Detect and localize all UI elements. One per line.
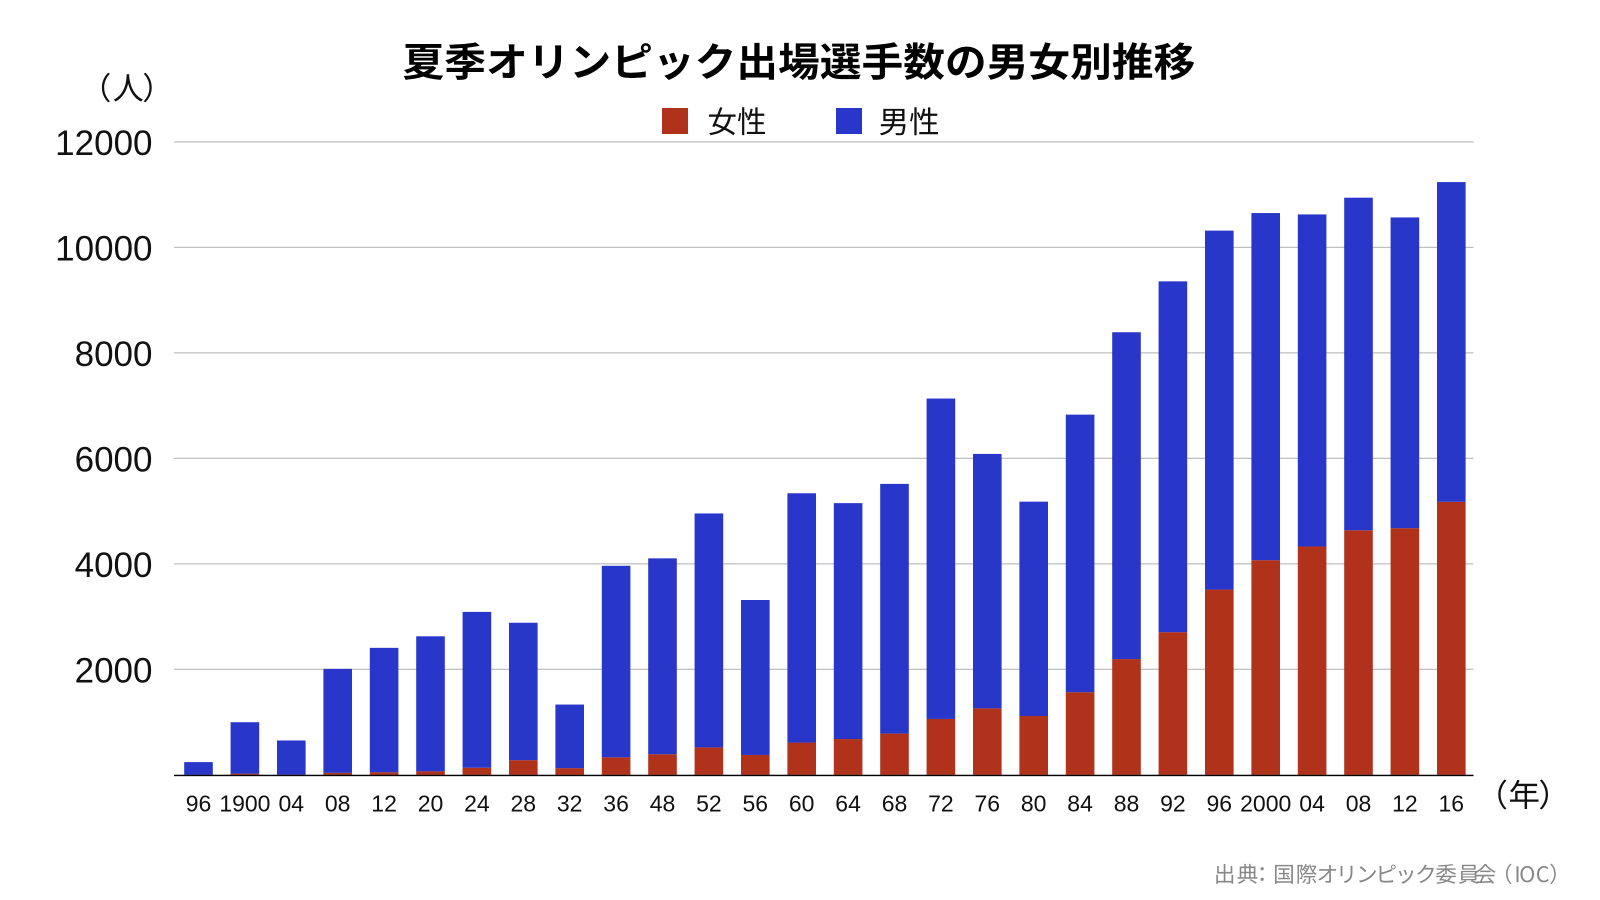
svg-text:64: 64 <box>835 790 861 816</box>
svg-text:2000: 2000 <box>1240 790 1291 816</box>
svg-text:08: 08 <box>1346 790 1372 816</box>
svg-text:6000: 6000 <box>75 441 153 480</box>
svg-text:8000: 8000 <box>75 335 153 374</box>
svg-text:36: 36 <box>603 790 629 816</box>
svg-text:08: 08 <box>325 790 351 816</box>
svg-text:48: 48 <box>650 790 676 816</box>
svg-text:24: 24 <box>464 790 490 816</box>
svg-text:28: 28 <box>511 790 537 816</box>
svg-text:4000: 4000 <box>75 546 153 585</box>
svg-text:04: 04 <box>1299 790 1325 816</box>
svg-text:56: 56 <box>743 790 769 816</box>
svg-text:92: 92 <box>1160 790 1186 816</box>
svg-text:84: 84 <box>1067 790 1093 816</box>
svg-text:20: 20 <box>418 790 444 816</box>
svg-text:16: 16 <box>1439 790 1465 816</box>
svg-text:76: 76 <box>975 790 1001 816</box>
svg-text:12000: 12000 <box>55 124 152 163</box>
svg-text:04: 04 <box>279 790 305 816</box>
svg-text:68: 68 <box>882 790 908 816</box>
svg-text:96: 96 <box>1207 790 1233 816</box>
svg-text:12: 12 <box>371 790 397 816</box>
svg-text:2000: 2000 <box>75 652 153 691</box>
svg-text:52: 52 <box>696 790 722 816</box>
svg-text:12: 12 <box>1392 790 1418 816</box>
svg-text:88: 88 <box>1114 790 1140 816</box>
svg-text:72: 72 <box>928 790 954 816</box>
svg-text:60: 60 <box>789 790 815 816</box>
svg-text:32: 32 <box>557 790 583 816</box>
svg-text:80: 80 <box>1021 790 1047 816</box>
svg-text:96: 96 <box>186 790 212 816</box>
svg-text:1900: 1900 <box>219 790 270 816</box>
svg-text:10000: 10000 <box>55 230 152 269</box>
